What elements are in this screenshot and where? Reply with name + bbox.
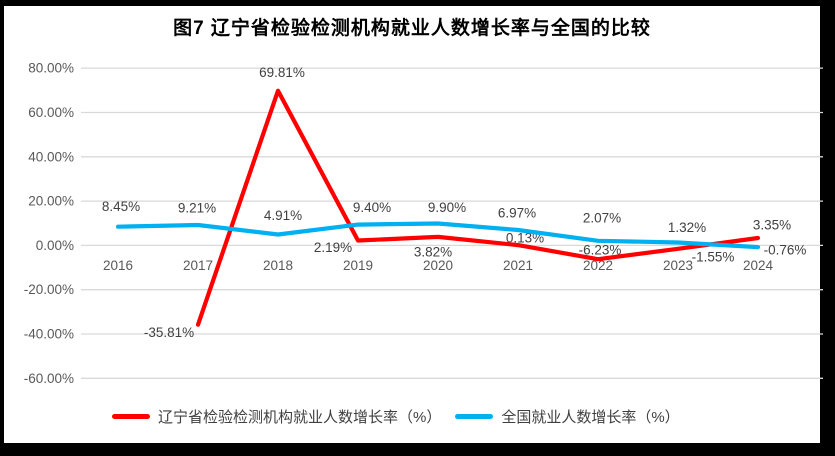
data-label: -35.81% (144, 325, 194, 340)
x-axis-tick-label: 2021 (503, 258, 533, 273)
y-axis-tick-label: -60.00% (24, 371, 74, 386)
x-axis-tick-label: 2020 (423, 258, 453, 273)
y-axis-tick-label: 20.00% (28, 194, 74, 209)
x-axis-tick-label: 2016 (103, 258, 133, 273)
legend-label-national: 全国就业人数增长率（%） (501, 409, 680, 426)
data-label: 9.21% (178, 201, 216, 216)
x-axis-tick-label: 2019 (343, 258, 373, 273)
series-line-national (115, 221, 761, 250)
data-label: 8.45% (102, 199, 140, 214)
y-axis-tick-label: -20.00% (24, 282, 74, 297)
data-label: -1.55% (692, 249, 735, 264)
data-label: -6.23% (579, 243, 622, 258)
data-label: 2.19% (314, 240, 352, 255)
data-label: 4.91% (264, 208, 302, 223)
legend-item-national: 全国就业人数增长率（%） (455, 406, 680, 427)
frame-border-bottom (0, 443, 835, 456)
legend-item-liaoning: 辽宁省检验检测机构就业人数增长率（%） (112, 406, 441, 427)
legend-swatch-liaoning-line (112, 414, 150, 419)
frame-border-top (0, 0, 835, 6)
x-axis-tick-label: 2018 (263, 258, 293, 273)
data-label: 1.32% (668, 220, 706, 235)
legend-swatch-national-line (455, 414, 494, 419)
data-label: 3.82% (414, 244, 452, 259)
y-axis-tick-label: -40.00% (24, 327, 74, 342)
data-label: 3.35% (753, 218, 791, 233)
y-axis-tick-label: 60.00% (28, 105, 74, 120)
series-line-liaoning (195, 88, 761, 327)
x-axis-tick-label: 2017 (183, 258, 213, 273)
data-label: -0.76% (764, 243, 807, 258)
data-label: 9.40% (353, 200, 391, 215)
chart-legend: 辽宁省检验检测机构就业人数增长率（%） 全国就业人数增长率（%） (112, 406, 680, 427)
x-axis-tick-label: 2023 (663, 258, 693, 273)
y-axis-tick-label: 80.00% (28, 61, 74, 76)
y-axis-tick-label: 0.00% (36, 238, 74, 253)
frame-border-right (820, 0, 835, 456)
x-axis-tick-label: 2022 (583, 258, 613, 273)
data-label: 6.97% (498, 206, 536, 221)
legend-label-liaoning: 辽宁省检验检测机构就业人数增长率（%） (158, 409, 442, 426)
y-axis-tick-label: 40.00% (28, 149, 74, 164)
data-label: 9.90% (428, 200, 466, 215)
frame-border-left (0, 0, 4, 456)
data-label: 2.07% (583, 210, 621, 225)
data-label: 69.81% (259, 65, 305, 80)
x-axis-tick-label: 2024 (743, 258, 774, 273)
chart-title: 图7 辽宁省检验检测机构就业人数增长率与全国的比较 (173, 18, 651, 39)
